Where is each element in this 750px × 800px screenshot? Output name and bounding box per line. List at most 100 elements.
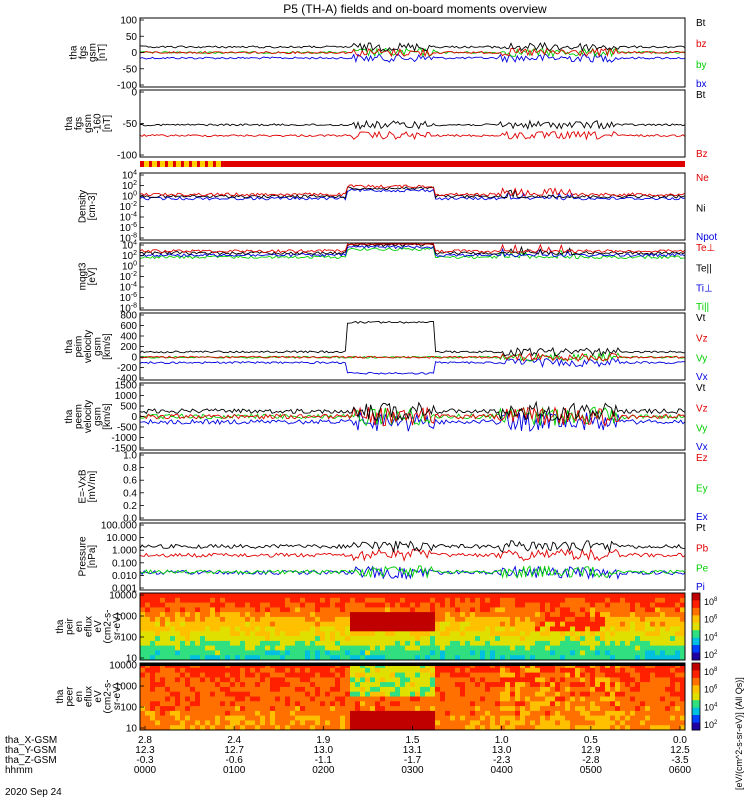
panel-10-plot bbox=[140, 663, 685, 730]
x-axis-row-name: tha_X-GSM bbox=[5, 735, 57, 746]
y-tick-label: 10-8 bbox=[120, 233, 137, 245]
legend-label: Vx bbox=[696, 372, 708, 383]
legend-label: Ne bbox=[696, 173, 709, 184]
x-axis-row-value: 1.5 bbox=[406, 735, 420, 746]
y-tick-label: 10-2 bbox=[120, 271, 137, 283]
y-axis-label-line: peir bbox=[65, 617, 76, 634]
panel-6-plot bbox=[140, 400, 685, 432]
y-axis-label-line: [eV] bbox=[87, 267, 98, 285]
y-axis-label-line: (cm2-s- bbox=[103, 680, 114, 714]
y-tick-label: 0.6 bbox=[123, 476, 137, 487]
x-axis-row-value: -3.5 bbox=[671, 755, 689, 766]
colorbar-tick-label: 108 bbox=[704, 667, 718, 677]
y-axis-label-line: [cm-3] bbox=[87, 192, 98, 220]
y-axis-label-line: en bbox=[74, 621, 85, 632]
y-tick-label: 0 bbox=[131, 48, 137, 59]
panel-4-plot bbox=[140, 243, 685, 260]
y-tick-label: 104 bbox=[122, 240, 137, 252]
series-line bbox=[140, 130, 685, 141]
mode-bar-segment bbox=[160, 161, 165, 167]
mode-bar-segment bbox=[144, 161, 149, 167]
x-axis-row-value: 0200 bbox=[312, 765, 335, 776]
y-axis-label-line: Density bbox=[78, 190, 89, 223]
y-tick-label: 0 bbox=[131, 412, 137, 423]
y-tick-label: -1000 bbox=[111, 433, 137, 444]
legend-label: Pt bbox=[696, 523, 706, 534]
series-line bbox=[140, 320, 685, 357]
colorbar-tick-label: 102 bbox=[704, 720, 718, 730]
y-tick-label: 10-8 bbox=[120, 303, 137, 315]
series-line bbox=[140, 184, 685, 197]
series-line bbox=[140, 119, 685, 131]
mode-bar-segment bbox=[208, 161, 213, 167]
panel-8-plot bbox=[140, 540, 685, 581]
legend-label: Te⊥ bbox=[696, 243, 715, 254]
legend-label: Bt bbox=[696, 90, 706, 101]
series-line bbox=[140, 246, 685, 260]
y-tick-label: 10 bbox=[126, 724, 138, 735]
legend-label: Ti|| bbox=[696, 302, 709, 313]
y-tick-label: 104 bbox=[122, 170, 137, 182]
legend-label: Pb bbox=[696, 543, 709, 554]
mode-bar-segment bbox=[176, 161, 181, 167]
y-tick-label: 10-6 bbox=[120, 292, 137, 304]
mode-bar-segment bbox=[152, 161, 157, 167]
y-tick-label: -100 bbox=[117, 151, 137, 162]
y-tick-label: 50 bbox=[126, 32, 138, 43]
panel-3-plot bbox=[140, 184, 685, 201]
mode-bar-fill bbox=[140, 161, 685, 167]
y-axis-label-line: velocity bbox=[83, 330, 94, 363]
panel-1-plot bbox=[140, 41, 685, 64]
legend-label: Ex bbox=[696, 512, 708, 523]
legend-label: Pe bbox=[696, 564, 709, 575]
y-axis-label-line: tha bbox=[55, 689, 66, 703]
y-axis-label-line: velocity bbox=[83, 400, 94, 433]
y-axis-label-line: mqgt3 bbox=[78, 262, 89, 290]
colorbar-segment bbox=[692, 615, 700, 624]
series-line bbox=[140, 243, 685, 254]
y-axis-label-line: fgs bbox=[78, 46, 89, 59]
date-label: 2020 Sep 24 bbox=[5, 787, 62, 798]
y-axis-label-line: eV bbox=[93, 620, 104, 633]
y-axis-label-line: [nT] bbox=[102, 115, 113, 132]
colorbar-tick-label: 106 bbox=[704, 615, 718, 625]
y-tick-label: 10 bbox=[126, 654, 138, 665]
panel-9: 108 106 104 102 10000 1000 100 10 thapeireneflux… bbox=[55, 591, 718, 665]
colorbar-segment bbox=[692, 715, 700, 723]
y-axis-label-line: [mV/m] bbox=[87, 470, 98, 502]
mode-bar bbox=[140, 161, 685, 167]
y-tick-label: 10-4 bbox=[120, 282, 137, 294]
y-axis-label-line: sr-eV) bbox=[112, 683, 123, 710]
x-axis: 2.812.3-0.300002.412.7-0.601001.913.0-1.… bbox=[5, 726, 692, 776]
y-tick-label: 10.000 bbox=[106, 533, 137, 544]
x-axis-row-value: 1.9 bbox=[316, 735, 330, 746]
y-axis-label-line: sr-eV) bbox=[112, 613, 123, 640]
legend-label: Ni bbox=[696, 204, 705, 215]
y-tick-label: 100 bbox=[122, 191, 137, 203]
series-line bbox=[140, 41, 685, 52]
mode-bar-segment bbox=[184, 161, 189, 167]
colorbar-segment bbox=[692, 637, 700, 646]
y-axis-label-line: [nT] bbox=[97, 44, 108, 61]
panel-frame bbox=[139, 312, 686, 381]
legend-label: by bbox=[696, 60, 707, 71]
colorbar-frame bbox=[691, 662, 701, 731]
y-axis-label-line: eV bbox=[93, 690, 104, 703]
mode-bar-segment bbox=[200, 161, 205, 167]
y-axis-label-line: en bbox=[74, 691, 85, 702]
y-tick-label: 102 bbox=[122, 250, 137, 262]
y-tick-label: -100 bbox=[117, 81, 137, 92]
y-tick-label: 0.8 bbox=[123, 463, 137, 474]
legend-label: Npot bbox=[696, 232, 717, 243]
colorbar-tick-label: 104 bbox=[704, 702, 718, 712]
x-axis-row-value: 12.7 bbox=[224, 745, 244, 756]
mode-bar-segment bbox=[168, 161, 173, 167]
x-axis-row-name: hhmm bbox=[5, 765, 33, 776]
y-tick-label: 0.001 bbox=[112, 584, 137, 595]
